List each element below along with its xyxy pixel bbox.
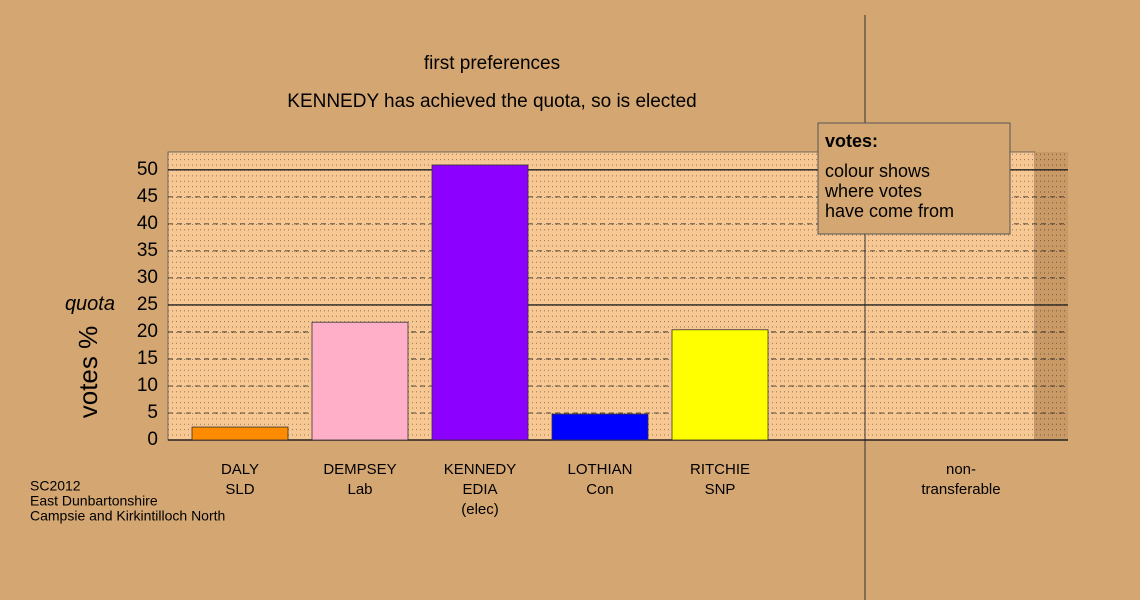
legend-text: where votes	[824, 181, 922, 201]
legend-text: have come from	[825, 201, 954, 221]
x-tick-label: non-	[946, 461, 976, 478]
chart-title: first preferences	[424, 53, 560, 74]
y-tick-label: 15	[137, 348, 158, 369]
bar	[551, 413, 649, 441]
y-tick-label: 25	[137, 294, 158, 315]
chart-subtitle: KENNEDY has achieved the quota, so is el…	[287, 91, 696, 112]
bar	[671, 329, 769, 441]
x-tick-label: SLD	[225, 481, 254, 498]
y-tick-label: 30	[137, 267, 158, 288]
x-tick-label: KENNEDY	[444, 461, 517, 478]
bar	[431, 164, 529, 441]
legend-box	[817, 122, 1011, 235]
x-tick-label: EDIA	[462, 481, 497, 498]
x-tick-label: DEMPSEY	[323, 461, 396, 478]
x-tick-label: (elec)	[461, 501, 499, 518]
x-tick-label: SNP	[705, 481, 736, 498]
x-tick-label: LOTHIAN	[567, 461, 632, 478]
x-tick-label: Con	[586, 481, 614, 498]
plot-margin	[1035, 152, 1068, 440]
y-tick-label: 35	[137, 240, 158, 261]
x-tick-label: Lab	[347, 481, 372, 498]
y-axis-label: votes %	[73, 326, 103, 419]
x-tick-label: transferable	[921, 481, 1000, 498]
footnote: Campsie and Kirkintilloch North	[30, 508, 225, 524]
y-tick-label: 45	[137, 186, 158, 207]
y-tick-label: 20	[137, 321, 158, 342]
x-tick-label: RITCHIE	[690, 461, 750, 478]
legend-text: colour shows	[825, 161, 930, 181]
y-tick-label: 40	[137, 213, 158, 234]
y-tick-label: 10	[137, 375, 158, 396]
quota-label: quota	[65, 293, 115, 315]
y-tick-label: 0	[147, 429, 158, 450]
legend-title: votes:	[825, 131, 878, 151]
footnote: SC2012	[30, 478, 81, 494]
y-tick-label: 5	[147, 402, 158, 423]
footnote: East Dunbartonshire	[30, 493, 158, 509]
bar	[311, 321, 409, 441]
bar	[191, 426, 289, 441]
x-tick-label: DALY	[221, 461, 259, 478]
y-tick-label: 50	[137, 159, 158, 180]
